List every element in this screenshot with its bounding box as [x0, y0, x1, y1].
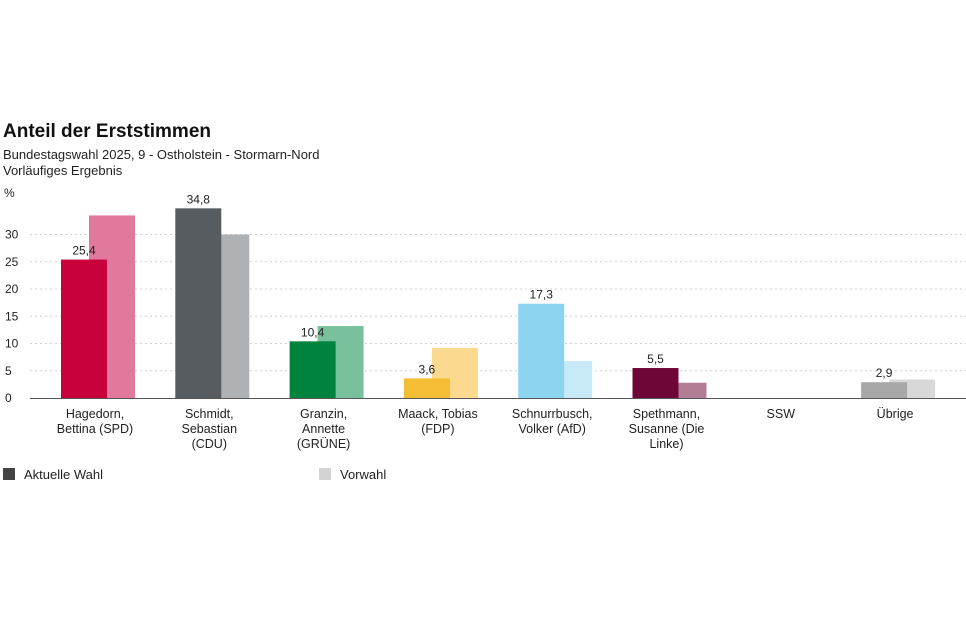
x-category-label: Maack, Tobias: [398, 407, 478, 421]
x-category-label: (FDP): [421, 422, 454, 436]
y-axis-unit-label: %: [4, 186, 15, 200]
legend-item-previous: Vorwahl: [319, 467, 386, 482]
chart-subtitle: Bundestagswahl 2025, 9 - Ostholstein - S…: [3, 147, 320, 162]
chart-title: Anteil der Erststimmen: [3, 121, 211, 142]
y-tick-label: 10: [5, 337, 19, 351]
x-category-label: Hagedorn,: [66, 407, 124, 421]
x-category-label: Volker (AfD): [519, 422, 586, 436]
x-category-label: Schmidt,: [185, 407, 234, 421]
y-tick-label: 25: [5, 255, 19, 269]
x-category-label: SSW: [767, 407, 796, 421]
y-tick-label: 30: [5, 228, 19, 242]
x-category-label: Annette: [302, 422, 345, 436]
data-label: 10,4: [301, 325, 325, 339]
bar-current: [61, 259, 107, 398]
x-category-label: Linke): [649, 437, 683, 451]
bar-current: [632, 368, 679, 398]
legend-item-current: Aktuelle Wahl: [3, 467, 103, 482]
bar-current: [861, 382, 908, 398]
bar-current: [289, 341, 336, 398]
data-label: 34,8: [187, 192, 211, 206]
y-tick-label: 15: [5, 309, 19, 323]
x-category-label: (GRÜNE): [297, 437, 350, 451]
legend-swatch-current: [3, 468, 15, 480]
bar-current: [175, 208, 222, 398]
y-tick-label: 0: [5, 391, 12, 405]
data-label: 3,6: [419, 362, 436, 376]
legend-swatch-previous: [319, 468, 331, 480]
x-category-label: Susanne (Die: [629, 422, 705, 436]
x-category-label: (CDU): [192, 437, 227, 451]
x-category-label: Schnurrbusch,: [512, 407, 593, 421]
bar-current: [518, 303, 565, 398]
bar-current: [403, 378, 450, 398]
x-category-label: Übrige: [877, 407, 914, 421]
chart-subtitle-result-status: Vorläufiges Ergebnis: [3, 163, 123, 178]
y-tick-label: 5: [5, 364, 12, 378]
data-label: 25,4: [72, 244, 96, 258]
x-category-label: Spethmann,: [633, 407, 700, 421]
x-category-label: Bettina (SPD): [57, 422, 133, 436]
x-category-label: Sebastian: [181, 422, 237, 436]
y-tick-label: 20: [5, 282, 19, 296]
data-label: 17,3: [530, 288, 554, 302]
legend-label-previous: Vorwahl: [340, 467, 387, 482]
data-label: 2,9: [876, 366, 893, 380]
legend-label-current: Aktuelle Wahl: [24, 467, 103, 482]
x-category-label: Granzin,: [300, 407, 347, 421]
data-label: 5,5: [647, 352, 664, 366]
